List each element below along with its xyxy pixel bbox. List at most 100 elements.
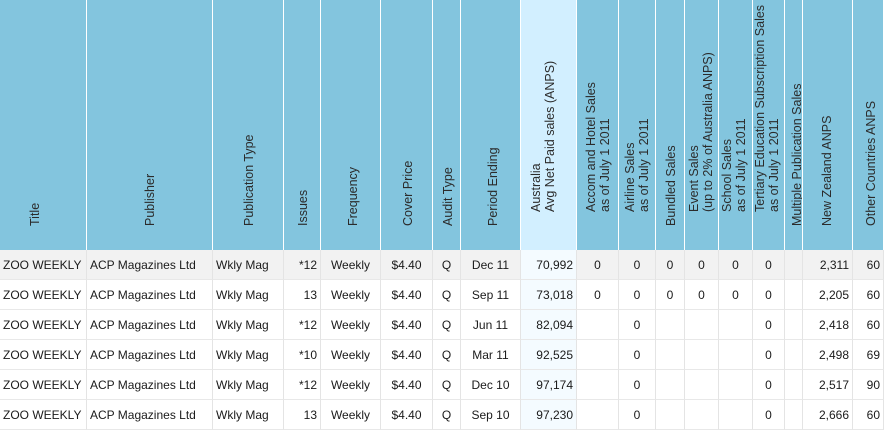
cell-multiple[interactable]	[785, 250, 803, 280]
cell-cover-price[interactable]: $4.40	[381, 310, 433, 340]
cell-accom-hotel[interactable]	[577, 370, 619, 400]
cell-aus-anps[interactable]: 70,992	[521, 250, 577, 280]
column-header-audit-type[interactable]: Audit Type	[433, 0, 461, 250]
cell-audit-type[interactable]: Q	[433, 310, 461, 340]
cell-aus-anps[interactable]: 73,018	[521, 280, 577, 310]
cell-aus-anps[interactable]: 82,094	[521, 310, 577, 340]
column-header-multiple[interactable]: Multiple Publication Sales	[785, 0, 803, 250]
cell-audit-type[interactable]: Q	[433, 370, 461, 400]
cell-multiple[interactable]	[785, 340, 803, 370]
cell-event[interactable]	[685, 340, 719, 370]
cell-period-ending[interactable]: Sep 11	[461, 280, 521, 310]
column-header-aus-anps[interactable]: Australia Avg Net Paid sales (ANPS)	[521, 0, 577, 250]
cell-audit-type[interactable]: Q	[433, 400, 461, 430]
cell-cover-price[interactable]: $4.40	[381, 400, 433, 430]
cell-nz-anps[interactable]: 2,418	[803, 310, 853, 340]
cell-school[interactable]	[719, 370, 753, 400]
cell-bundled[interactable]	[656, 310, 685, 340]
cell-frequency[interactable]: Weekly	[321, 400, 381, 430]
table-row[interactable]: ZOO WEEKLY ACP Magazines Ltd Wkly Mag *12 We…	[0, 250, 884, 280]
cell-nz-anps[interactable]: 2,666	[803, 400, 853, 430]
cell-frequency[interactable]: Weekly	[321, 250, 381, 280]
cell-airline[interactable]: 0	[619, 370, 656, 400]
cell-school[interactable]: 0	[719, 280, 753, 310]
cell-other-anps[interactable]: 90	[853, 370, 884, 400]
cell-issues[interactable]: *12	[284, 250, 321, 280]
cell-period-ending[interactable]: Mar 11	[461, 340, 521, 370]
cell-pub-type[interactable]: Wkly Mag	[213, 280, 284, 310]
cell-other-anps[interactable]: 60	[853, 400, 884, 430]
cell-nz-anps[interactable]: 2,205	[803, 280, 853, 310]
cell-audit-type[interactable]: Q	[433, 250, 461, 280]
cell-publisher[interactable]: ACP Magazines Ltd	[87, 400, 213, 430]
cell-aus-anps[interactable]: 97,230	[521, 400, 577, 430]
cell-tertiary[interactable]: 0	[753, 310, 785, 340]
column-header-school[interactable]: School Sales as of July 1 2011	[719, 0, 753, 250]
cell-title[interactable]: ZOO WEEKLY	[0, 280, 87, 310]
column-header-publisher[interactable]: Publisher	[87, 0, 213, 250]
table-row[interactable]: ZOO WEEKLY ACP Magazines Ltd Wkly Mag 13 Wee…	[0, 400, 884, 430]
cell-event[interactable]: 0	[685, 250, 719, 280]
cell-issues[interactable]: *12	[284, 310, 321, 340]
column-header-airline[interactable]: Airline Sales as of July 1 2011	[619, 0, 656, 250]
cell-airline[interactable]: 0	[619, 310, 656, 340]
cell-airline[interactable]: 0	[619, 280, 656, 310]
table-row[interactable]: ZOO WEEKLY ACP Magazines Ltd Wkly Mag *12 We…	[0, 310, 884, 340]
cell-issues[interactable]: 13	[284, 280, 321, 310]
cell-period-ending[interactable]: Sep 10	[461, 400, 521, 430]
cell-issues[interactable]: *10	[284, 340, 321, 370]
cell-pub-type[interactable]: Wkly Mag	[213, 250, 284, 280]
cell-airline[interactable]: 0	[619, 250, 656, 280]
cell-other-anps[interactable]: 60	[853, 310, 884, 340]
cell-airline[interactable]: 0	[619, 340, 656, 370]
cell-title[interactable]: ZOO WEEKLY	[0, 310, 87, 340]
cell-multiple[interactable]	[785, 310, 803, 340]
cell-title[interactable]: ZOO WEEKLY	[0, 250, 87, 280]
column-header-other-anps[interactable]: Other Countries ANPS	[853, 0, 884, 250]
cell-event[interactable]	[685, 310, 719, 340]
cell-cover-price[interactable]: $4.40	[381, 340, 433, 370]
cell-accom-hotel[interactable]: 0	[577, 280, 619, 310]
cell-tertiary[interactable]: 0	[753, 370, 785, 400]
cell-nz-anps[interactable]: 2,311	[803, 250, 853, 280]
column-header-tertiary[interactable]: Tertiary Education Subscription Sales as…	[753, 0, 785, 250]
cell-pub-type[interactable]: Wkly Mag	[213, 400, 284, 430]
cell-cover-price[interactable]: $4.40	[381, 370, 433, 400]
cell-school[interactable]	[719, 400, 753, 430]
column-header-nz-anps[interactable]: New Zealand ANPS	[803, 0, 853, 250]
cell-audit-type[interactable]: Q	[433, 340, 461, 370]
cell-period-ending[interactable]: Dec 10	[461, 370, 521, 400]
column-header-issues[interactable]: Issues	[284, 0, 321, 250]
cell-accom-hotel[interactable]	[577, 310, 619, 340]
cell-cover-price[interactable]: $4.40	[381, 250, 433, 280]
cell-frequency[interactable]: Weekly	[321, 370, 381, 400]
cell-bundled[interactable]	[656, 400, 685, 430]
cell-multiple[interactable]	[785, 400, 803, 430]
cell-issues[interactable]: *12	[284, 370, 321, 400]
cell-tertiary[interactable]: 0	[753, 280, 785, 310]
column-header-frequency[interactable]: Frequency	[321, 0, 381, 250]
cell-bundled[interactable]: 0	[656, 280, 685, 310]
cell-airline[interactable]: 0	[619, 400, 656, 430]
column-header-period-ending[interactable]: Period Ending	[461, 0, 521, 250]
cell-title[interactable]: ZOO WEEKLY	[0, 370, 87, 400]
cell-bundled[interactable]: 0	[656, 250, 685, 280]
column-header-cover-price[interactable]: Cover Price	[381, 0, 433, 250]
column-header-accom-hotel[interactable]: Accom and Hotel Sales as of July 1 2011	[577, 0, 619, 250]
cell-publisher[interactable]: ACP Magazines Ltd	[87, 280, 213, 310]
column-header-pub-type[interactable]: Publication Type	[213, 0, 284, 250]
cell-title[interactable]: ZOO WEEKLY	[0, 400, 87, 430]
table-row[interactable]: ZOO WEEKLY ACP Magazines Ltd Wkly Mag *12 We…	[0, 370, 884, 400]
cell-tertiary[interactable]: 0	[753, 340, 785, 370]
cell-nz-anps[interactable]: 2,498	[803, 340, 853, 370]
cell-aus-anps[interactable]: 97,174	[521, 370, 577, 400]
table-row[interactable]: ZOO WEEKLY ACP Magazines Ltd Wkly Mag 13 Wee…	[0, 280, 884, 310]
cell-other-anps[interactable]: 69	[853, 340, 884, 370]
cell-school[interactable]: 0	[719, 250, 753, 280]
cell-event[interactable]	[685, 370, 719, 400]
cell-multiple[interactable]	[785, 280, 803, 310]
column-header-title[interactable]: Title	[0, 0, 87, 250]
cell-issues[interactable]: 13	[284, 400, 321, 430]
cell-frequency[interactable]: Weekly	[321, 340, 381, 370]
cell-other-anps[interactable]: 60	[853, 250, 884, 280]
